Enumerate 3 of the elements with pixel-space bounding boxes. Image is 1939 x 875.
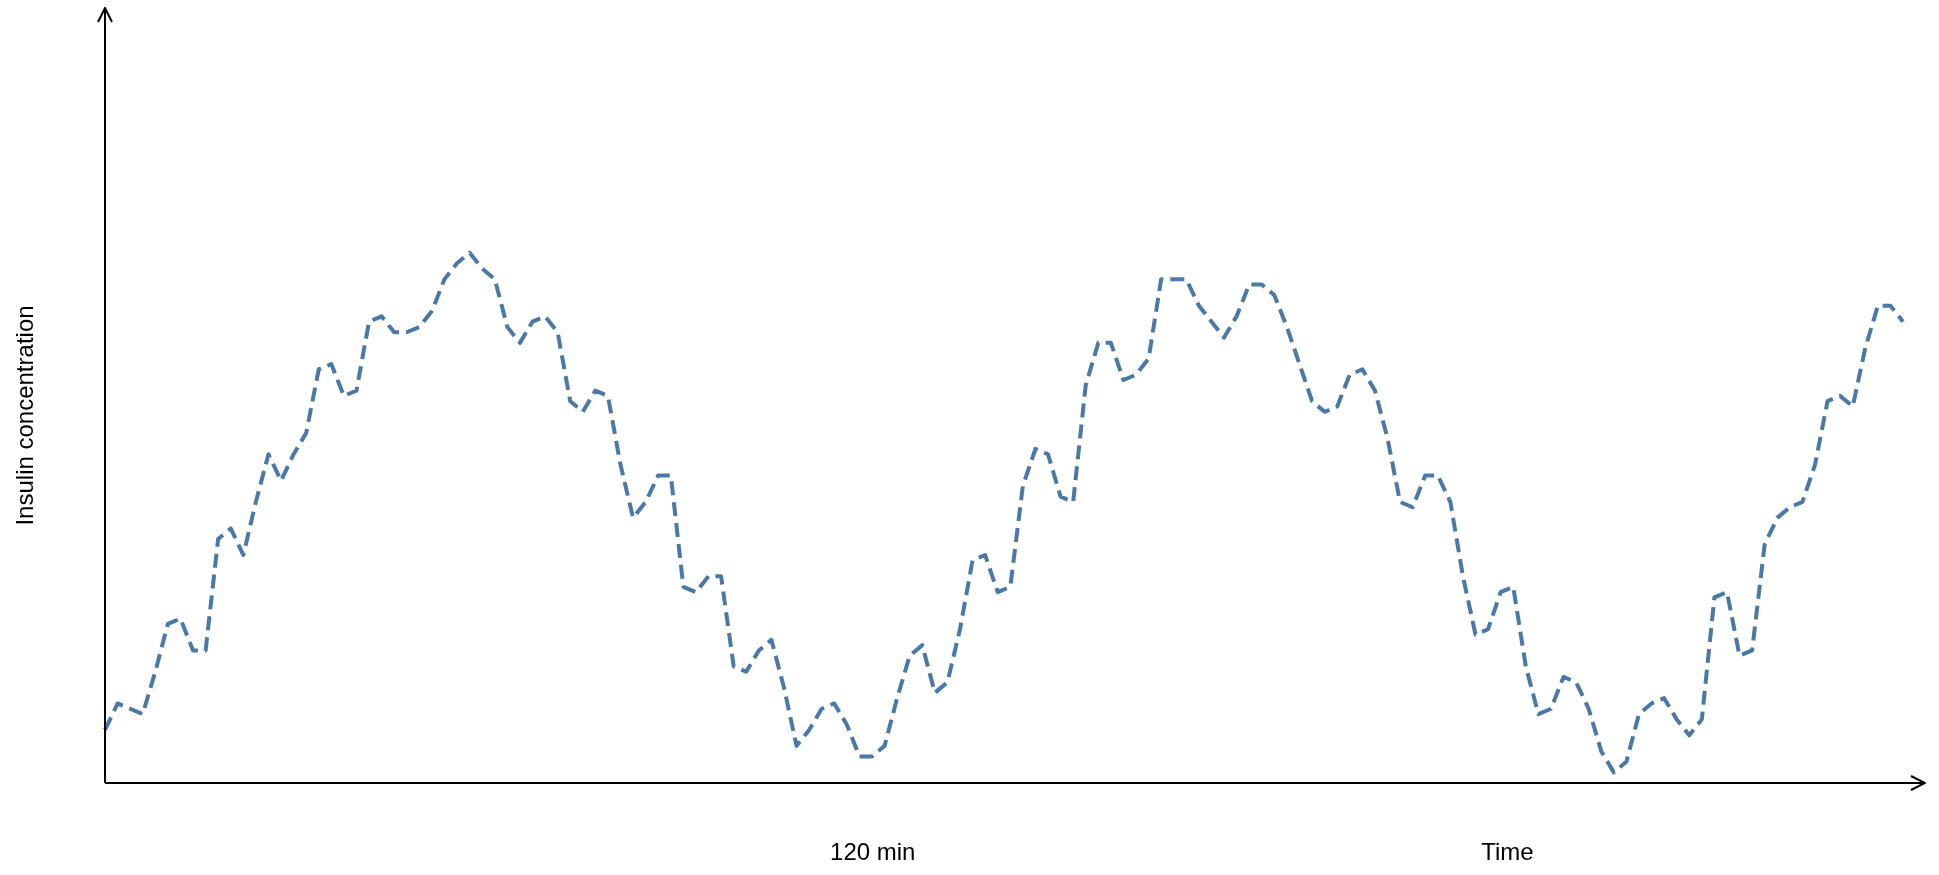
text: 120 min [830,837,916,865]
y-axis-title: Insulin concentration [10,305,38,526]
x-axis-title: Time [1481,837,1534,865]
